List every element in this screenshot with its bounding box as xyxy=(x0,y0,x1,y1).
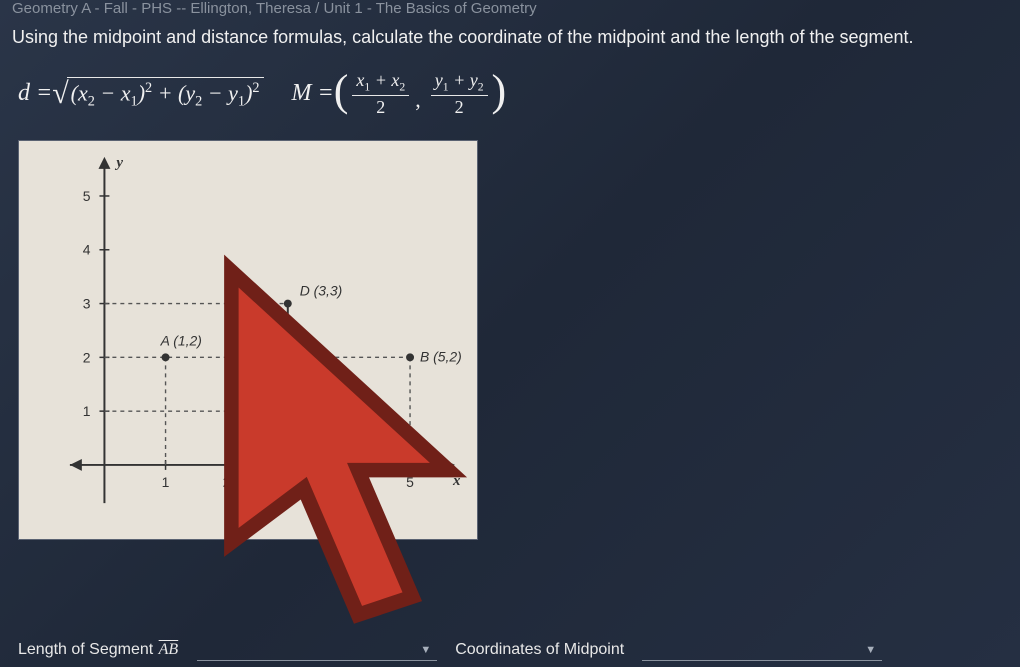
m-lhs: M = xyxy=(292,80,334,107)
question-text: Using the midpoint and distance formulas… xyxy=(0,19,1020,62)
rad-close1: ) xyxy=(138,80,145,105)
y2-part: + y xyxy=(449,70,478,90)
frac-2: y1 + y2 2 xyxy=(431,70,488,118)
cursor-icon xyxy=(129,253,587,651)
midpoint-formula: M = ( x1 + x2 2 , y1 + y2 2 ) xyxy=(292,70,507,118)
rad-minus-y1: − y xyxy=(202,80,238,105)
coordinate-graph: 1234512345yxA (1,2)B (5,2)C (3,1)D (3,3) xyxy=(18,140,478,540)
sqrt-body: (x2 − x1)2 + (y2 − y1)2 xyxy=(67,77,264,111)
svg-text:3: 3 xyxy=(83,295,91,311)
d-lhs: d = xyxy=(18,80,52,107)
comma-icon: , xyxy=(415,87,421,113)
midpoint-answer-dropdown[interactable]: ▼ xyxy=(642,639,882,661)
y1-part: y xyxy=(435,70,443,90)
rad-x2: (x xyxy=(71,80,88,105)
frac-1: x1 + x2 2 xyxy=(352,70,409,118)
rad-plus-y2: + (y xyxy=(152,80,195,105)
distance-formula: d = √ (x2 − x1)2 + (y2 − y1)2 xyxy=(18,77,264,111)
den1: 2 xyxy=(376,96,385,118)
chevron-down-icon: ▼ xyxy=(865,644,876,656)
formulas-row: d = √ (x2 − x1)2 + (y2 − y1)2 M = ( x1 +… xyxy=(0,62,1020,136)
rad-minus-x1: − x xyxy=(95,80,131,105)
den2: 2 xyxy=(455,96,464,118)
svg-text:5: 5 xyxy=(83,188,91,204)
svg-text:1: 1 xyxy=(83,403,91,419)
svg-text:4: 4 xyxy=(83,241,91,257)
breadcrumb: Geometry A - Fall - PHS -- Ellington, Th… xyxy=(0,0,1020,19)
svg-text:y: y xyxy=(114,154,123,170)
x2-part: + x xyxy=(370,70,399,90)
svg-text:2: 2 xyxy=(83,349,91,365)
